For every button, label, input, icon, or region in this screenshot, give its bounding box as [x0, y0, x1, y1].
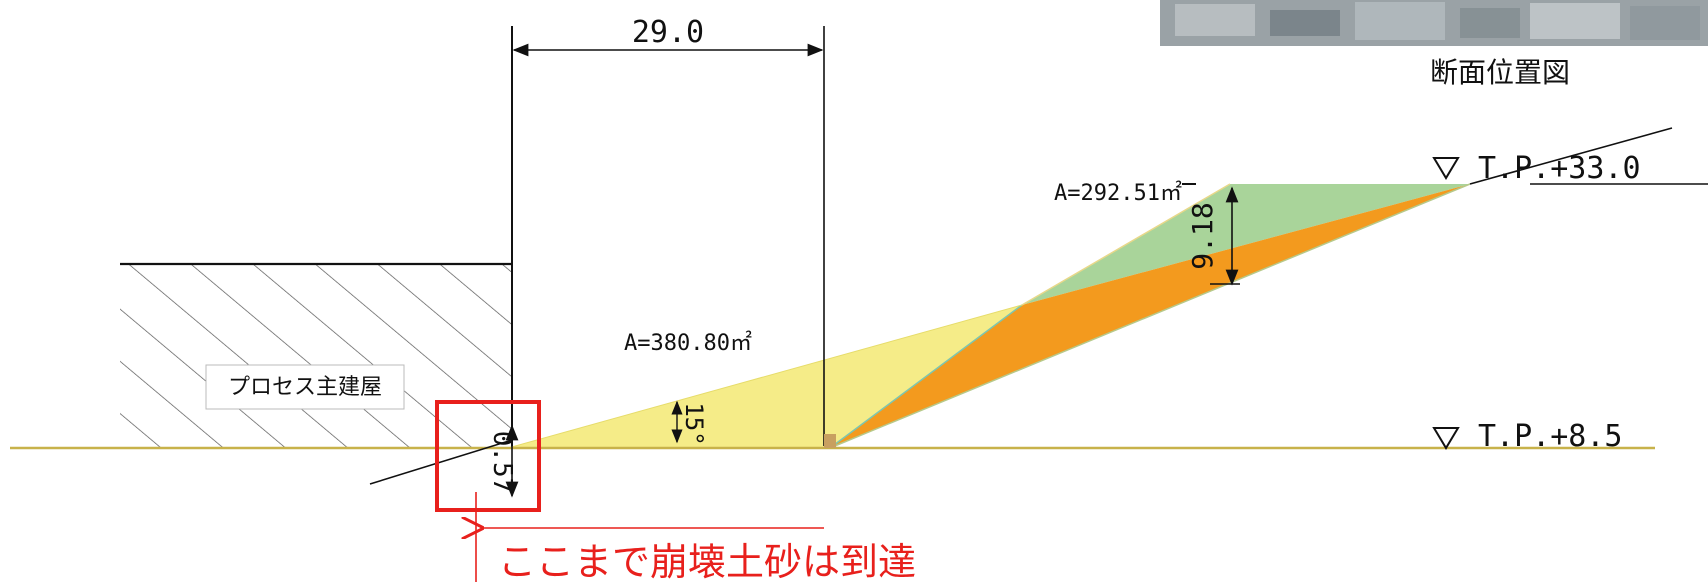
down-triangle-icon-top — [1432, 157, 1460, 180]
slip-line-lower — [829, 304, 1023, 449]
building-label: プロセス主建屋 — [228, 375, 382, 400]
slip-line-upper — [829, 183, 1471, 449]
green-area-label: A=292.51㎡ — [1054, 180, 1182, 206]
callout-text: ここまで崩壊土砂は到達 — [498, 540, 916, 582]
toe-marker — [824, 434, 836, 448]
offset-dimension-label: 0.57 — [487, 431, 517, 494]
slope-extension-line-lower — [369, 439, 513, 485]
height-dimension-label: 9.18 — [1186, 202, 1219, 269]
building-label-box — [205, 364, 405, 410]
yellow-top-edge — [507, 304, 1023, 449]
base-elevation-label: T.P.+8.5 — [1478, 419, 1623, 454]
location-map-label: 断面位置図 — [1430, 56, 1570, 89]
yellow-area-label: A=380.80㎡ — [624, 330, 752, 356]
reach-highlight-box — [435, 400, 541, 512]
slope-surface-line — [1021, 183, 1231, 306]
location-map-texture — [1175, 2, 1700, 40]
down-triangle-icon-base — [1432, 427, 1460, 450]
slope-angle-label: 15° — [680, 402, 708, 445]
slope-extension-line-upper — [1469, 127, 1673, 185]
top-width-label: 29.0 — [632, 15, 704, 50]
building-hatch-area — [120, 265, 512, 448]
top-elevation-label: T.P.+33.0 — [1478, 151, 1641, 186]
